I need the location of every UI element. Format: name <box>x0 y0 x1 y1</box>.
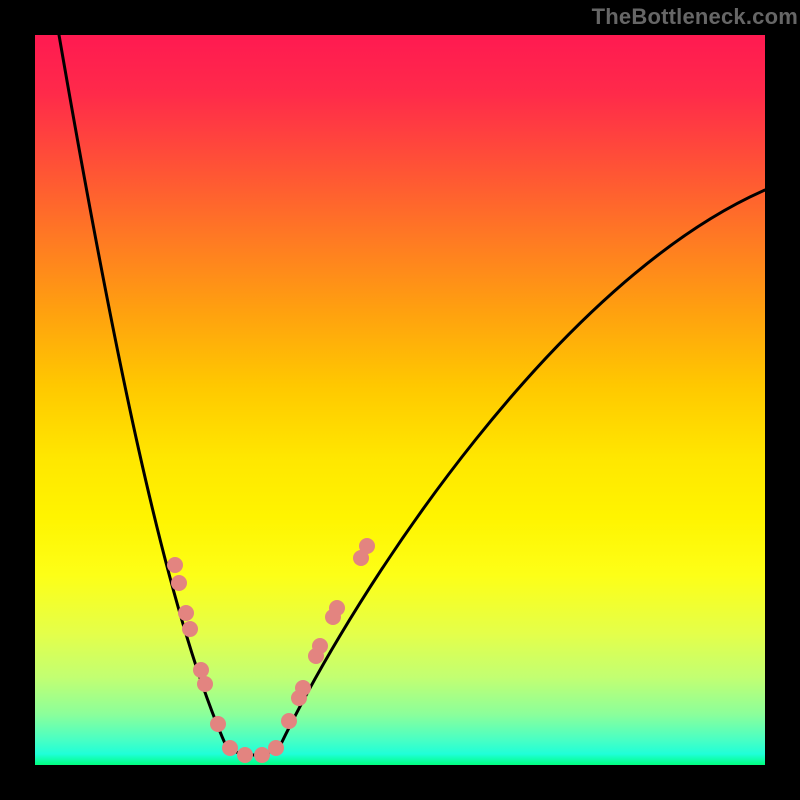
data-marker <box>197 676 213 692</box>
data-marker <box>178 605 194 621</box>
data-marker <box>329 600 345 616</box>
chart-svg <box>0 0 800 800</box>
data-marker <box>210 716 226 732</box>
data-marker <box>312 638 328 654</box>
data-marker <box>359 538 375 554</box>
data-marker <box>193 662 209 678</box>
data-marker <box>295 680 311 696</box>
data-marker <box>222 740 238 756</box>
data-marker <box>237 747 253 763</box>
outer-frame: TheBottleneck.com <box>0 0 800 800</box>
data-marker <box>171 575 187 591</box>
data-marker <box>254 747 270 763</box>
data-marker <box>182 621 198 637</box>
data-marker <box>281 713 297 729</box>
data-marker <box>167 557 183 573</box>
data-marker <box>268 740 284 756</box>
gradient-background <box>35 35 765 765</box>
